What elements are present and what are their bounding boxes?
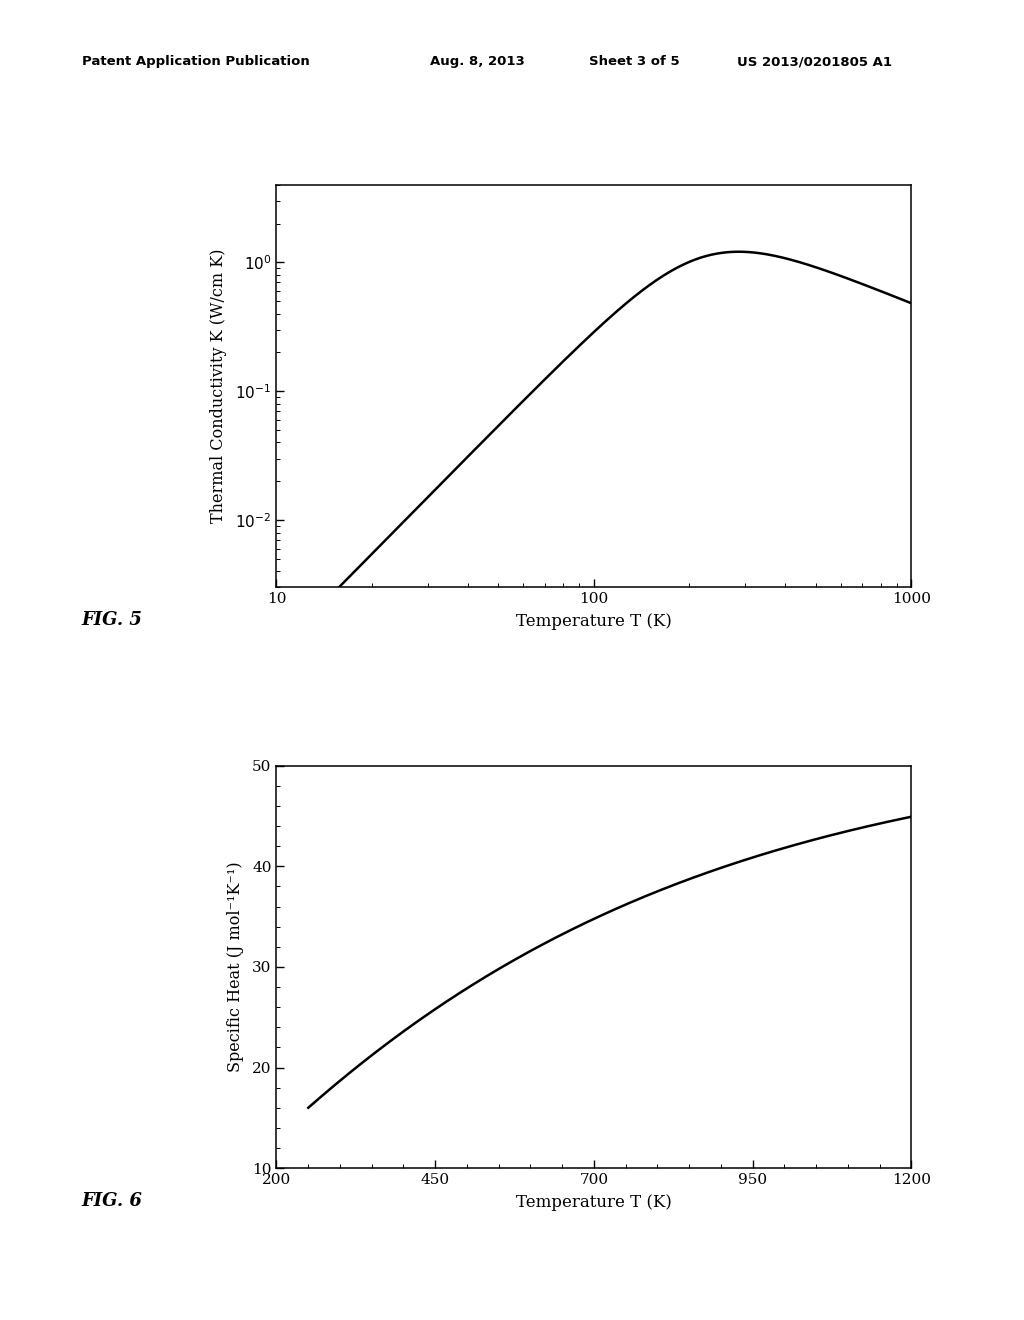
Y-axis label: Thermal Conductivity K (W/cm K): Thermal Conductivity K (W/cm K) [210,249,227,523]
Text: FIG. 5: FIG. 5 [82,611,142,630]
Text: FIG. 6: FIG. 6 [82,1192,142,1210]
X-axis label: Temperature T (K): Temperature T (K) [516,614,672,630]
Text: Aug. 8, 2013: Aug. 8, 2013 [430,55,525,69]
Text: US 2013/0201805 A1: US 2013/0201805 A1 [737,55,892,69]
Y-axis label: Specific Heat (J mol⁻¹K⁻¹): Specific Heat (J mol⁻¹K⁻¹) [226,862,244,1072]
Text: Sheet 3 of 5: Sheet 3 of 5 [589,55,680,69]
X-axis label: Temperature T (K): Temperature T (K) [516,1195,672,1210]
Text: Patent Application Publication: Patent Application Publication [82,55,309,69]
